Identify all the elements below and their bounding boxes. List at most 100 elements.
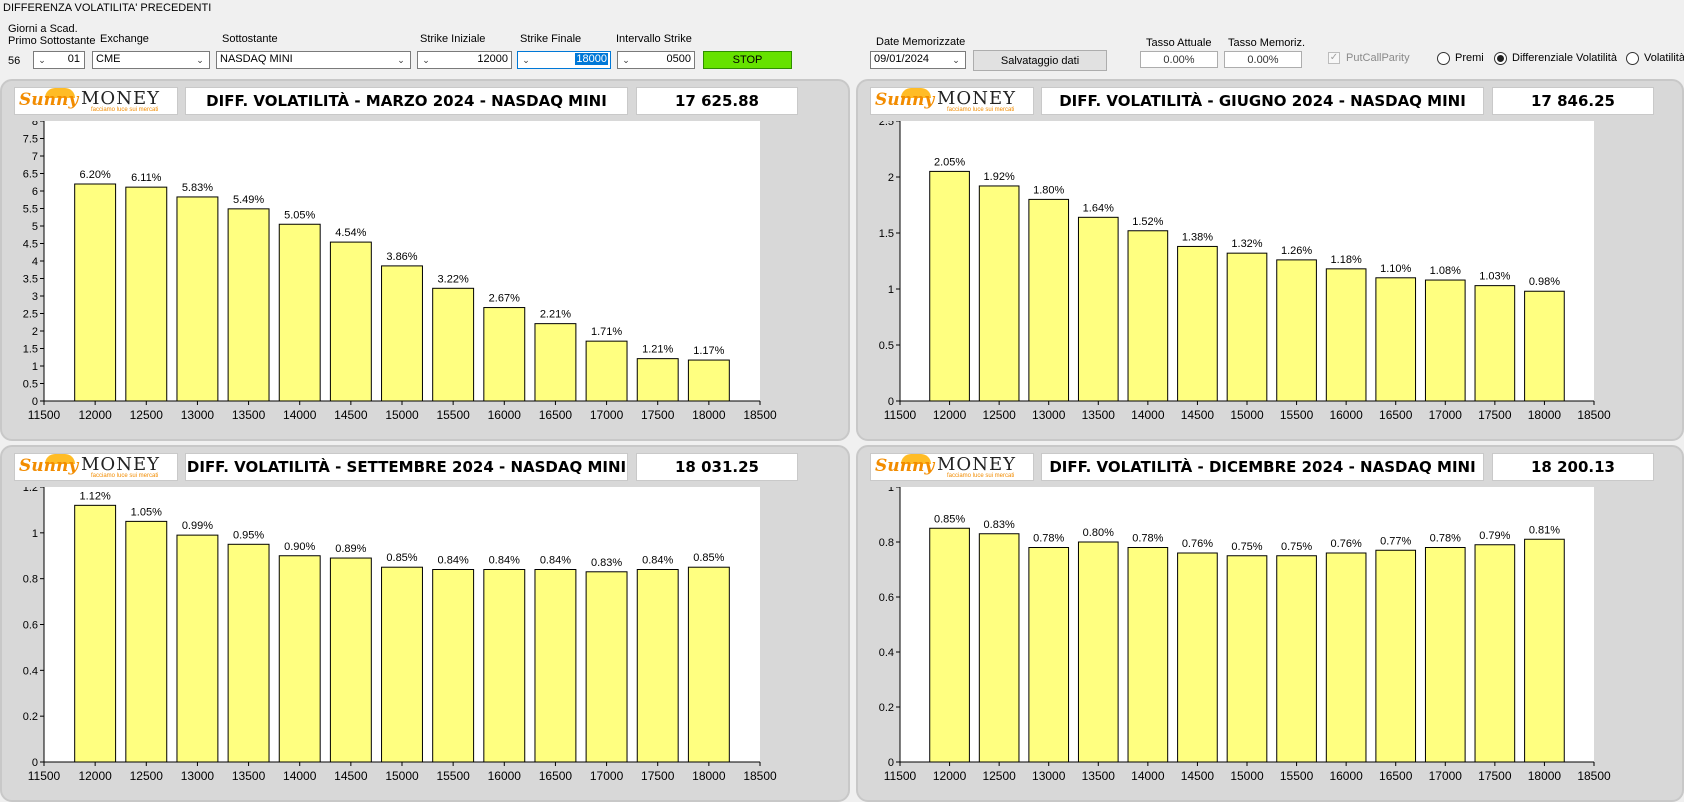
tasso-attuale-field[interactable]: 0.00% <box>1140 51 1218 68</box>
bar-data-label: 1.12% <box>80 490 111 502</box>
bar-data-label: 0.99% <box>182 520 213 532</box>
x-tick-label: 11500 <box>28 769 61 783</box>
bar-data-label: 0.78% <box>1430 533 1461 545</box>
strike-finale-input[interactable]: ⌄ 18000 <box>517 51 611 69</box>
bar-data-label: 1.26% <box>1281 245 1312 257</box>
chart-panel-giugno: Sunny MONEY facciamo luce sui mercati DI… <box>856 79 1684 441</box>
bar-data-label: 0.85% <box>934 513 965 525</box>
x-tick-label: 15000 <box>1230 769 1264 783</box>
bar <box>432 287 475 402</box>
x-tick-label: 13500 <box>1082 769 1116 783</box>
bar <box>1028 547 1070 763</box>
bar <box>585 571 628 763</box>
bar-data-label: 1.08% <box>1430 265 1461 277</box>
exchange-select[interactable]: CME ⌄ <box>92 51 210 69</box>
chevron-down-icon[interactable]: ⌄ <box>196 54 204 65</box>
strike-iniziale-value: 12000 <box>477 53 508 65</box>
putcall-checkbox[interactable]: ✓ <box>1328 52 1340 64</box>
y-tick-label: 0 <box>32 396 38 408</box>
bar <box>1474 544 1516 763</box>
tasso-memoriz-label: Tasso Memoriz. <box>1228 37 1306 49</box>
giorni-combo-value: 01 <box>67 53 80 65</box>
bar <box>329 241 372 402</box>
chevron-down-icon[interactable]: ⌄ <box>38 54 46 65</box>
bar-data-label: 0.95% <box>233 529 264 541</box>
bar-data-label: 1.38% <box>1182 231 1213 243</box>
bar-data-label: 0.85% <box>693 552 724 564</box>
chart-panel-settembre: Sunny MONEY facciamo luce sui mercati DI… <box>0 445 850 802</box>
y-tick-label: 4 <box>32 256 38 268</box>
y-tick-label: 3 <box>32 291 38 303</box>
bar <box>1127 547 1169 763</box>
bar <box>929 170 970 402</box>
bar-data-label: 0.83% <box>984 519 1015 531</box>
y-tick-label: 2.5 <box>879 121 894 128</box>
sunny-money-logo: Sunny MONEY facciamo luce sui mercati <box>14 453 178 481</box>
x-tick-label: 16500 <box>539 408 573 422</box>
y-tick-label: 0.6 <box>23 620 38 632</box>
panel-price: 17 625.88 <box>636 87 798 115</box>
y-tick-label: 7 <box>32 151 38 163</box>
panel-header: Sunny MONEY facciamo luce sui mercati DI… <box>14 87 836 115</box>
x-tick-label: 17000 <box>590 408 624 422</box>
bar-data-label: 0.78% <box>1033 533 1064 545</box>
chevron-down-icon[interactable]: ⌄ <box>622 54 630 65</box>
stop-button[interactable]: STOP <box>703 51 792 69</box>
radio-volatilita[interactable] <box>1626 52 1639 65</box>
giorni-combo[interactable]: ⌄ 01 <box>33 51 85 69</box>
bar <box>978 533 1020 763</box>
chevron-down-icon[interactable]: ⌄ <box>397 54 405 65</box>
radio-premi[interactable] <box>1437 52 1450 65</box>
bar-data-label: 1.10% <box>1380 263 1411 275</box>
intervallo-input[interactable]: ⌄ 0500 <box>617 51 695 69</box>
bar <box>381 566 423 763</box>
x-tick-label: 15500 <box>1280 408 1314 422</box>
x-tick-label: 18500 <box>743 408 777 422</box>
bar-data-label: 2.67% <box>489 293 520 305</box>
x-tick-label: 16500 <box>1379 769 1413 783</box>
y-tick-label: 0.5 <box>879 340 894 352</box>
bar <box>687 359 730 402</box>
logo-tagline: facciamo luce sui mercati <box>947 473 1015 479</box>
bar-chart: 0 0.5 1 1.5 2 2.5 11500 12000 12500 13000 13500 140… <box>879 116 1611 422</box>
logo-tagline: facciamo luce sui mercati <box>91 107 159 113</box>
giorni-label-line2: Primo Sottostante <box>8 35 96 47</box>
sunny-money-logo: Sunny MONEY facciamo luce sui mercati <box>870 87 1034 115</box>
bar <box>1524 290 1565 402</box>
x-tick-label: 14500 <box>334 408 368 422</box>
strike-iniziale-input[interactable]: ⌄ 12000 <box>417 51 512 69</box>
sunny-money-logo: Sunny MONEY facciamo luce sui mercati <box>870 453 1034 481</box>
bar-chart: 0 0.2 0.4 0.6 0.8 1 11500 12000 12500 13000 13500 1… <box>879 482 1611 783</box>
bar-data-label: 1.05% <box>131 506 162 518</box>
sottostante-value: NASDAQ MINI <box>220 53 293 65</box>
logo-sunny: Sunny <box>19 90 79 110</box>
chevron-down-icon[interactable]: ⌄ <box>522 54 530 65</box>
logo-sunny: Sunny <box>19 456 79 476</box>
chevron-down-icon[interactable]: ⌄ <box>422 54 430 65</box>
bar <box>1127 230 1169 402</box>
date-select[interactable]: 09/01/2024 ⌄ <box>870 51 966 69</box>
x-tick-label: 12500 <box>130 769 164 783</box>
sun-icon <box>45 88 75 98</box>
radio-differenziale-volatilita[interactable] <box>1494 52 1507 65</box>
bar-data-label: 1.92% <box>984 171 1015 183</box>
window-title: DIFFERENZA VOLATILITA' PRECEDENTI <box>3 2 212 14</box>
bar-data-label: 0.85% <box>386 552 417 564</box>
logo-tagline: facciamo luce sui mercati <box>947 107 1015 113</box>
bar-data-label: 0.84% <box>438 555 469 567</box>
bar <box>1524 538 1565 763</box>
x-tick-label: 13500 <box>232 769 266 783</box>
chart-area: 0 0.5 1 1.5 2 2.5 11500 12000 12500 13000 13500 140… <box>858 116 1682 439</box>
y-tick-label: 0.8 <box>23 574 38 586</box>
sottostante-select[interactable]: NASDAQ MINI ⌄ <box>216 51 411 69</box>
y-tick-label: 1.5 <box>879 228 894 240</box>
y-tick-label: 6 <box>32 186 38 198</box>
bar <box>74 183 117 402</box>
chevron-down-icon[interactable]: ⌄ <box>952 54 960 65</box>
bar-data-label: 0.78% <box>1132 533 1163 545</box>
y-tick-label: 0 <box>32 757 38 769</box>
salvataggio-button[interactable]: Salvataggio dati <box>973 50 1107 71</box>
x-tick-label: 18000 <box>1528 769 1562 783</box>
bar <box>1276 259 1317 402</box>
tasso-memoriz-field[interactable]: 0.00% <box>1224 51 1302 68</box>
